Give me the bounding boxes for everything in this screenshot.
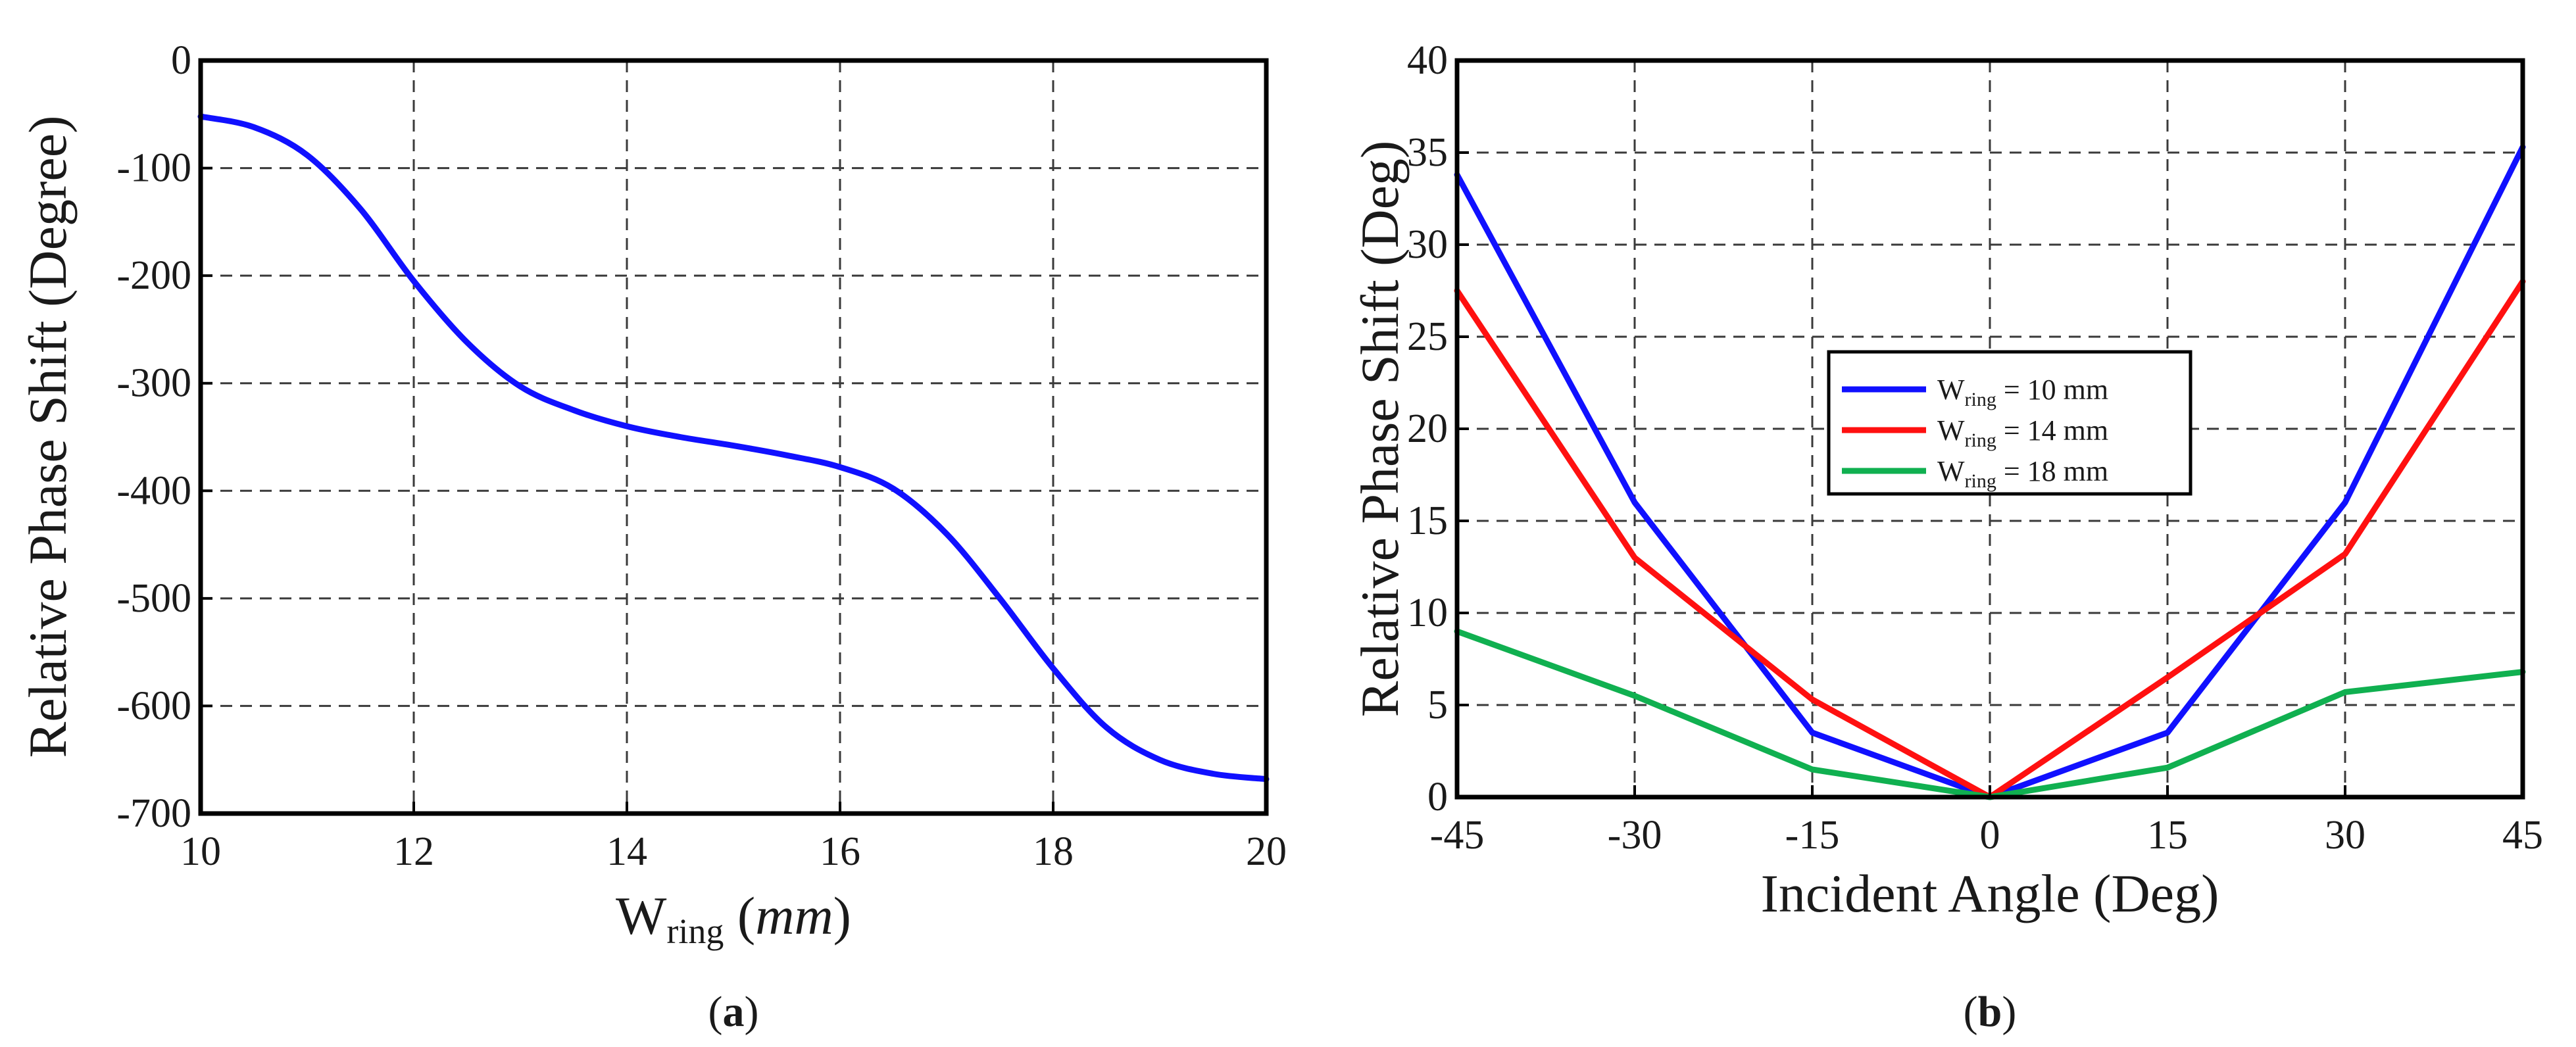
chart-b-legend-items: Wring = 10 mm Wring = 14 mm Wring = 18 mm <box>1842 374 2108 492</box>
chart-a-tick-marks <box>199 59 1268 815</box>
chart-a-caption: (a) <box>708 988 759 1036</box>
chart-a-x-tick-label: 10 <box>180 829 221 874</box>
chart-a-y-tick-label: -500 <box>116 576 191 621</box>
chart-b-x-tick-label: -45 <box>1430 813 1485 858</box>
chart-a-y-tick-label: 0 <box>171 38 191 83</box>
chart-b-y-tick-label: 5 <box>1427 683 1448 727</box>
chart-b-y-tick-label: 10 <box>1407 591 1448 635</box>
chart-a-x-tick-label: 20 <box>1246 829 1287 874</box>
chart-a-background <box>201 61 1266 814</box>
chart-a-x-tick-label: 16 <box>820 829 860 874</box>
chart-b-x-tick-label: 45 <box>2502 813 2543 858</box>
chart-a-y-axis-title: Relative Phase Shift (Degree) <box>18 116 78 758</box>
chart-a-frame <box>198 58 1269 816</box>
chart-b-x-axis-title: Incident Angle (Deg) <box>1761 864 2219 923</box>
chart-b-x-tick-label: -30 <box>1608 813 1662 858</box>
chart-b-x-tick-label: 30 <box>2325 813 2365 858</box>
chart-a: 10 12 14 16 18 20 0 -100 -200 -300 -400 -500 -600 -7… <box>18 38 1287 1036</box>
chart-a-x-tick-labels: 10 12 14 16 18 20 <box>180 829 1287 874</box>
chart-a-x-tick-label: 12 <box>393 829 434 874</box>
chart-b-y-axis-title: Relative Phase Shift (Deg) <box>1350 141 1410 718</box>
chart-b-legend-label-2: Wring = 14 mm <box>1937 414 2108 451</box>
chart-a-x-axis-title-sub: ring <box>666 912 724 951</box>
chart-b-x-tick-label: 0 <box>1980 813 2000 858</box>
chart-b-y-tick-labels: 0 5 10 15 20 25 30 35 40 <box>1407 38 1448 819</box>
chart-a-y-tick-label: -700 <box>116 791 191 836</box>
chart-a-y-tick-label: -300 <box>116 361 191 406</box>
chart-b-tick-marks <box>1456 59 2524 798</box>
chart-a-x-axis-title-unit: mm <box>755 886 833 946</box>
chart-a-y-tick-label: -100 <box>116 146 191 191</box>
chart-a-series-line <box>197 113 1270 783</box>
chart-b-legend: Wring = 10 mm Wring = 14 mm Wring = 18 mm <box>1827 350 2192 496</box>
chart-a-y-tick-label: -400 <box>116 468 191 513</box>
chart-a-y-tick-label: -200 <box>116 253 191 298</box>
chart-b-y-tick-label: 15 <box>1407 499 1448 543</box>
chart-b-legend-label-1: Wring = 10 mm <box>1937 374 2108 410</box>
chart-b-caption: (b) <box>1964 988 2017 1036</box>
chart-a-x-tick-label: 14 <box>607 829 647 874</box>
chart-b: -45 -30 -15 0 15 30 45 0 5 10 15 20 25 30 35 40 Wring … <box>1350 38 2543 1036</box>
chart-a-y-tick-labels: 0 -100 -200 -300 -400 -500 -600 -700 <box>116 38 191 836</box>
chart-b-x-tick-label: 15 <box>2147 813 2188 858</box>
chart-a-y-tick-label: -600 <box>116 683 191 728</box>
chart-b-x-tick-label: -15 <box>1785 813 1840 858</box>
chart-a-x-axis-title-main: W <box>616 886 667 946</box>
chart-b-y-tick-label: 20 <box>1407 406 1448 451</box>
chart-b-y-tick-label: 40 <box>1407 38 1448 83</box>
chart-b-y-tick-label: 25 <box>1407 314 1448 359</box>
chart-b-y-tick-label: 35 <box>1407 130 1448 175</box>
chart-b-legend-label-3: Wring = 18 mm <box>1937 455 2108 492</box>
chart-a-x-axis-title: Wring (mm) <box>616 886 851 951</box>
chart-a-x-tick-label: 18 <box>1033 829 1074 874</box>
chart-b-x-tick-labels: -45 -30 -15 0 15 30 45 <box>1430 813 2543 858</box>
chart-b-y-tick-label: 0 <box>1427 775 1448 819</box>
chart-b-y-tick-label: 30 <box>1407 222 1448 267</box>
